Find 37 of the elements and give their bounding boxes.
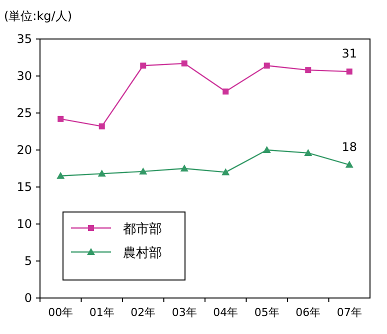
point [140,62,146,69]
data-label: 18 [342,140,358,154]
legend-label: 都市部 [123,222,162,237]
point [346,68,352,75]
y-tick-label: 20 [16,143,32,157]
y-tick-label: 15 [16,180,32,194]
point [98,123,105,130]
y-tick-label: 5 [24,254,32,268]
point [58,116,64,122]
legend-label: 農村部 [123,246,162,261]
y-tick-label: 0 [24,291,32,305]
x-tick-label: 04年 [213,306,238,319]
point [305,67,312,74]
point [222,88,229,95]
point [304,148,312,156]
point [56,172,65,179]
x-tick-label: 07年 [336,306,362,319]
point [264,62,270,69]
data-label: 31 [342,46,358,61]
y-tick-label: 30 [16,69,32,83]
x-tick-label: 03年 [172,306,197,319]
y-tick-label: 35 [16,32,32,46]
point [262,146,271,153]
point [345,160,354,168]
point [180,164,188,172]
point [139,167,148,174]
x-tick-label: 00年 [48,306,74,319]
y-tick-label: 25 [16,106,32,120]
x-tick-label: 01年 [89,306,114,319]
y-tick-label: 10 [16,217,32,231]
point [222,168,230,176]
x-tick-label: 02年 [130,306,156,319]
x-tick-label: 06年 [296,306,321,319]
x-tick-label: 05年 [254,306,280,319]
y-axis-title: (単位:kg/人) [4,9,72,23]
point [181,60,188,66]
point [98,170,106,177]
